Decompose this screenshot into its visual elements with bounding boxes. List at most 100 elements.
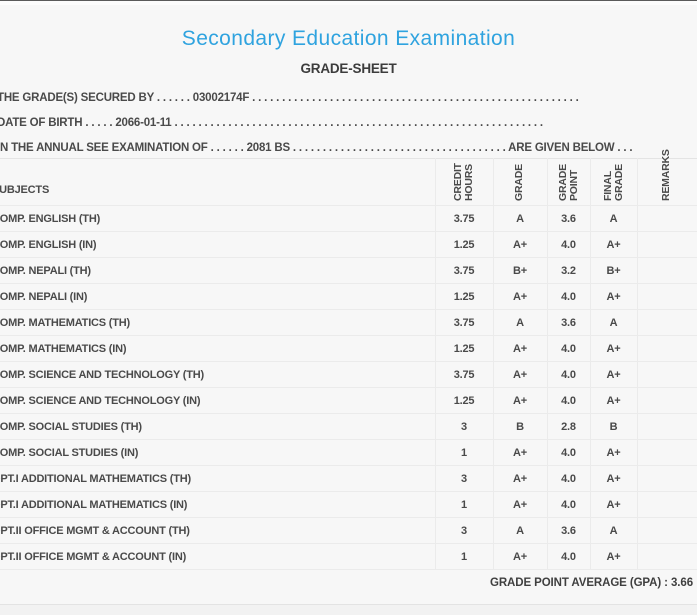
subject-name-cell: COMP. MATHEMATICS (IN) [0, 335, 436, 362]
grade-cell: A+ [493, 231, 548, 258]
grade-point-cell: 4.0 [547, 491, 591, 518]
remarks-cell [637, 257, 697, 284]
info-line-examination-year: IN THE ANNUAL SEE EXAMINATION OF . . . .… [0, 136, 697, 161]
subject-name-cell: OPT.II OFFICE MGMT & ACCOUNT (TH) [0, 517, 436, 544]
final-grade-cell: B+ [590, 257, 638, 284]
remarks-cell [637, 309, 697, 336]
remarks-cell [637, 543, 697, 570]
grade-cell: A [493, 205, 548, 232]
info-line-grades-secured-by: THE GRADE(S) SECURED BY . . . . . . 0300… [0, 86, 697, 111]
remarks-cell [637, 439, 697, 466]
credit-hours-cell: 1 [435, 491, 494, 518]
final-grade-cell: A [590, 205, 638, 232]
column-header-grade: GRADE [513, 164, 525, 201]
final-grade-cell: A+ [590, 283, 638, 310]
remarks-cell [637, 205, 697, 232]
subject-row: COMP. SOCIAL STUDIES (IN) 1 A+ 4.0 A+ [0, 439, 697, 466]
grade-point-cell: 4.0 [547, 543, 591, 570]
secured-by-label: THE GRADE(S) SECURED BY [0, 92, 154, 104]
credit-hours-cell: 3.75 [435, 309, 494, 336]
gpa-summary: GRADE POINT AVERAGE (GPA) : 3.66 [0, 577, 693, 589]
credit-hours-cell: 1.25 [435, 231, 494, 258]
subject-row: OPT.II OFFICE MGMT & ACCOUNT (TH) 3 A 3.… [0, 517, 697, 544]
subject-row: COMP. ENGLISH (IN) 1.25 A+ 4.0 A+ [0, 231, 697, 258]
window-top-border [0, 0, 697, 1]
grade-cell: B [493, 413, 548, 440]
final-grade-cell: A [590, 517, 638, 544]
dotted-fill: . . . . . [82, 117, 116, 129]
final-grade-cell: A+ [590, 335, 638, 362]
dotted-fill: . . . . . . . . . . . . . . . . . . . . … [289, 142, 509, 154]
final-grade-cell: B [590, 413, 638, 440]
bottom-strip [0, 605, 697, 615]
grade-point-cell: 2.8 [547, 413, 591, 440]
final-grade-cell: A+ [590, 231, 638, 258]
credit-hours-cell: 3.75 [435, 205, 494, 232]
column-header-subjects: SUBJECTS [0, 184, 50, 196]
grade-sheet-subtitle: GRADE-SHEET [300, 61, 397, 76]
remarks-cell [637, 387, 697, 414]
grade-point-cell: 4.0 [547, 283, 591, 310]
final-grade-cell: A+ [590, 491, 638, 518]
column-header-grade-point: GRADE POINT [556, 164, 580, 201]
final-grade-cell: A+ [590, 361, 638, 388]
credit-hours-cell: 1 [435, 439, 494, 466]
grade-point-cell: 3.6 [547, 205, 591, 232]
info-line-date-of-birth: DATE OF BIRTH . . . . . 2066-01-11 . . .… [0, 111, 697, 136]
grade-table-header: SUBJECTS CREDIT HOURS GRADE GRADE POINT … [0, 149, 697, 206]
grade-point-cell: 4.0 [547, 465, 591, 492]
remarks-cell [637, 465, 697, 492]
examination-year-value: 2081 BS [246, 142, 291, 154]
grade-table: SUBJECTS CREDIT HOURS GRADE GRADE POINT … [0, 149, 697, 570]
credit-hours-cell: 3 [435, 517, 494, 544]
grade-point-cell: 4.0 [547, 439, 591, 466]
subject-row: OPT.I ADDITIONAL MATHEMATICS (TH) 3 A+ 4… [0, 465, 697, 492]
column-header-grade-cell: GRADE [493, 158, 548, 206]
grade-cell: A+ [493, 543, 548, 570]
subject-name-cell: COMP. NEPALI (TH) [0, 257, 436, 284]
subject-row: COMP. SCIENCE AND TECHNOLOGY (TH) 3.75 A… [0, 361, 697, 388]
subject-name-cell: COMP. MATHEMATICS (TH) [0, 309, 436, 336]
column-header-credit-hours: CREDIT HOURS [452, 163, 475, 201]
subject-row: COMP. NEPALI (IN) 1.25 A+ 4.0 A+ [0, 283, 697, 310]
column-header-remarks-cell: REMARKS [637, 149, 697, 206]
grade-point-cell: 4.0 [547, 335, 591, 362]
grade-point-cell: 4.0 [547, 387, 591, 414]
subject-name-cell: COMP. ENGLISH (TH) [0, 205, 436, 232]
credit-hours-cell: 1.25 [435, 387, 494, 414]
date-of-birth-label: DATE OF BIRTH [0, 117, 83, 129]
subject-name-cell: OPT.I ADDITIONAL MATHEMATICS (TH) [0, 465, 436, 492]
remarks-cell [637, 231, 697, 258]
grade-cell: A+ [493, 491, 548, 518]
dotted-fill: . . . . . . [207, 142, 247, 154]
top-highlight-line [0, 1, 697, 5]
credit-hours-cell: 3.75 [435, 257, 494, 284]
grade-cell: A+ [493, 361, 548, 388]
grade-point-cell: 3.6 [547, 517, 591, 544]
are-given-below-label: ARE GIVEN BELOW . . . [508, 142, 633, 154]
gpa-label: GRADE POINT AVERAGE (GPA) : [490, 577, 668, 589]
credit-hours-cell: 1.25 [435, 283, 494, 310]
subject-row: COMP. MATHEMATICS (IN) 1.25 A+ 4.0 A+ [0, 335, 697, 362]
subject-row: OPT.I ADDITIONAL MATHEMATICS (IN) 1 A+ 4… [0, 491, 697, 518]
subject-name-cell: COMP. SOCIAL STUDIES (TH) [0, 413, 436, 440]
final-grade-cell: A [590, 309, 638, 336]
candidate-info-block: THE GRADE(S) SECURED BY . . . . . . 0300… [0, 86, 697, 161]
credit-hours-cell: 3 [435, 413, 494, 440]
dotted-fill: . . . . . . . . . . . . . . . . . . . . … [171, 117, 544, 129]
dotted-fill: . . . . . . [153, 92, 193, 104]
grade-cell: A+ [493, 439, 548, 466]
remarks-cell [637, 283, 697, 310]
subject-name-cell: COMP. SOCIAL STUDIES (IN) [0, 439, 436, 466]
grade-cell: A [493, 309, 548, 336]
grade-table-body: COMP. ENGLISH (TH) 3.75 A 3.6 A COMP. EN… [0, 205, 697, 570]
remarks-cell [637, 413, 697, 440]
gpa-value: 3.66 [671, 577, 693, 589]
header-row: SUBJECTS CREDIT HOURS GRADE GRADE POINT … [0, 149, 697, 206]
column-header-final-grade: FINAL GRADE [601, 164, 625, 201]
grade-point-cell: 4.0 [547, 231, 591, 258]
grade-cell: A+ [493, 283, 548, 310]
grade-cell: A+ [493, 335, 548, 362]
examination-label: IN THE ANNUAL SEE EXAMINATION OF [0, 142, 208, 154]
date-of-birth-value: 2066-01-11 [115, 117, 172, 129]
